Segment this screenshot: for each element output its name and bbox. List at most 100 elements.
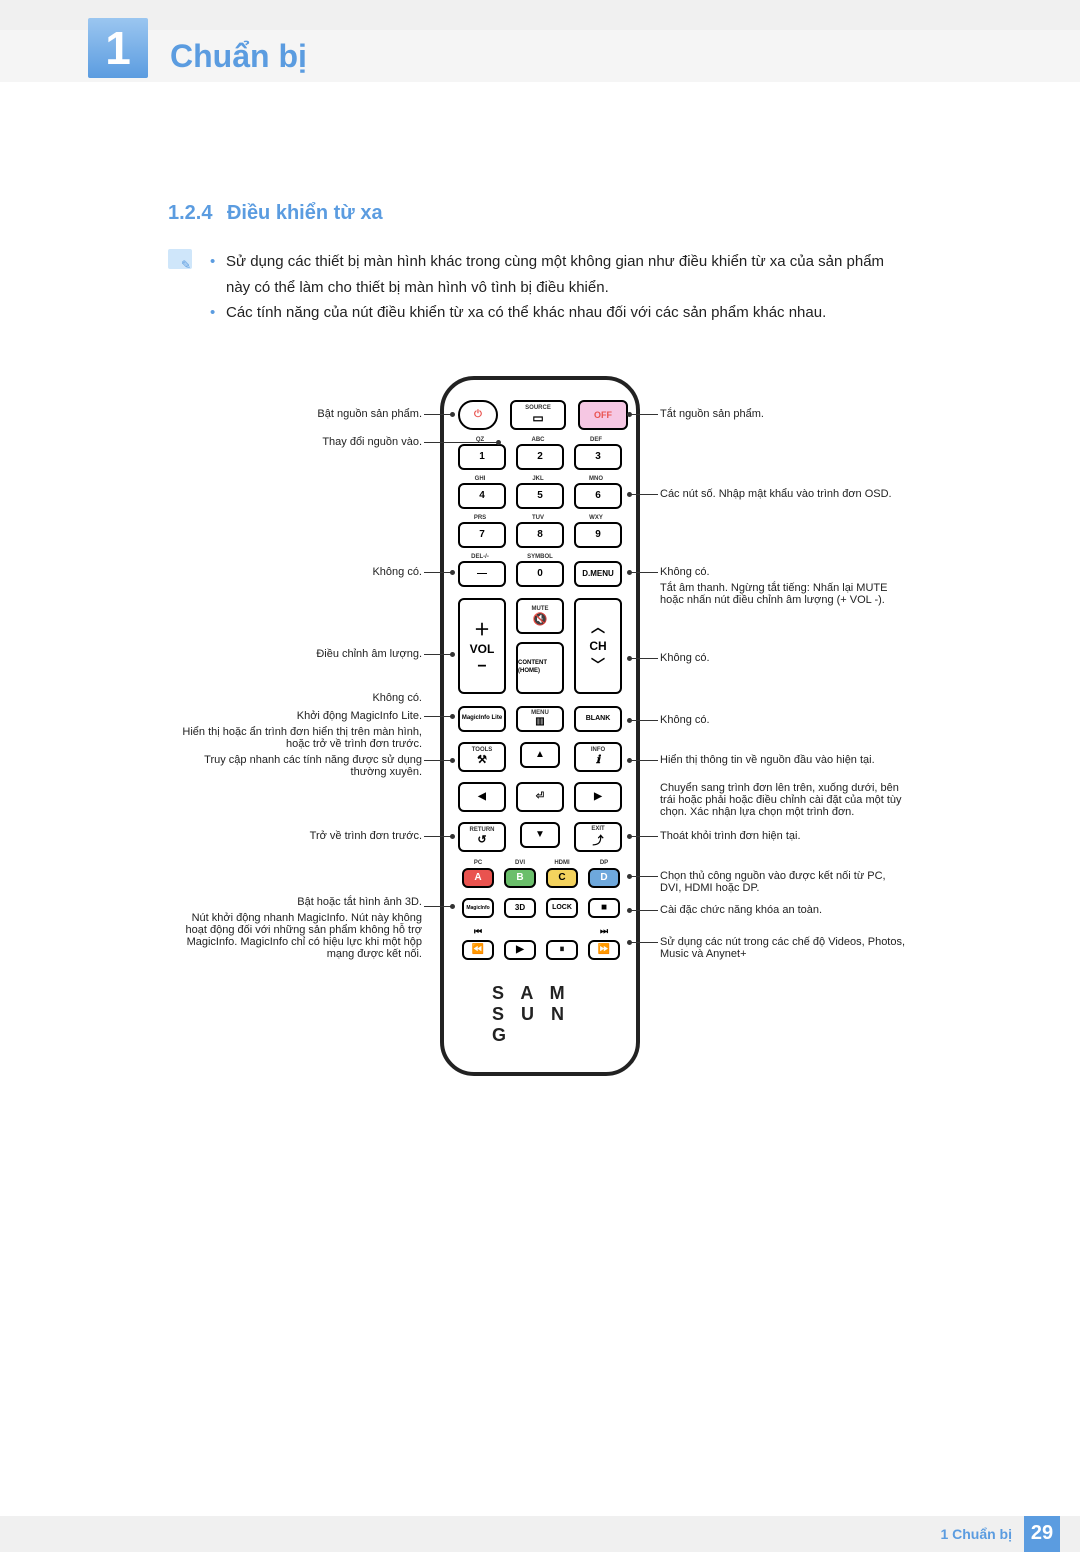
prev-icon: ⏮ xyxy=(462,928,494,936)
callout-right: Chuyển sang trình đơn lên trên, xuống dư… xyxy=(660,782,910,818)
ch-rocker: ︿ CH ﹀ xyxy=(574,598,622,694)
play-button: ▶ xyxy=(504,940,536,960)
vol-minus-icon: − xyxy=(477,658,486,676)
section-title: Điều khiển từ xa xyxy=(227,202,383,224)
remote-body: ⏻ SOURCE ▭ OFF QZ ABC DEF 1 2 3 GHI JKL … xyxy=(440,376,640,1076)
callout-right: Hiển thị thông tin về nguồn đầu vào hiện… xyxy=(660,754,910,766)
magicinfo-lite-button: MagicInfo Lite xyxy=(458,706,506,732)
num-9: 9 xyxy=(574,522,622,548)
num-8: 8 xyxy=(516,522,564,548)
rewind-button: ⏪ xyxy=(462,940,494,960)
num-7: 7 xyxy=(458,522,506,548)
menu-icon: ▥ xyxy=(535,716,544,727)
key-sub-label: JKL xyxy=(522,476,554,482)
off-button: OFF xyxy=(578,400,628,430)
key-sub-label: DEL-/- xyxy=(460,554,500,560)
note-list: Sử dụng các thiết bị màn hình khác trong… xyxy=(210,249,908,326)
info-icon: ℹ xyxy=(596,753,600,766)
footer-label: 1 Chuẩn bị xyxy=(940,1526,1012,1542)
threeD-button: 3D xyxy=(504,898,536,918)
header-bg xyxy=(0,30,1080,82)
tools-button: TOOLS ⚒ xyxy=(458,742,506,772)
ch-label: CH xyxy=(589,639,606,653)
remote-diagram: ⏻ SOURCE ▭ OFF QZ ABC DEF 1 2 3 GHI JKL … xyxy=(170,376,910,1096)
page-footer: 1 Chuẩn bị 29 xyxy=(0,1516,1080,1552)
magicinfo-button: MagicInfo xyxy=(462,898,494,918)
callout-left: Khởi động MagicInfo Lite. xyxy=(170,710,422,722)
num-0: 0 xyxy=(516,561,564,587)
nav-down: ▼ xyxy=(520,822,560,848)
return-button: RETURN ↺ xyxy=(458,822,506,852)
enter-button: ⏎ xyxy=(516,782,564,812)
callout-left: Truy cập nhanh các tính năng được sử dụn… xyxy=(170,754,422,778)
power-button: ⏻ xyxy=(458,400,498,430)
lock-button: LOCK xyxy=(546,898,578,918)
callout-right: Tắt nguồn sản phẩm. xyxy=(660,408,910,420)
num-4: 4 xyxy=(458,483,506,509)
abcd-sub-label: DP xyxy=(590,860,618,866)
return-icon: ↺ xyxy=(477,833,486,846)
color-A: A xyxy=(462,868,494,888)
mute-button: MUTE 🔇 xyxy=(516,598,564,634)
callout-right: Chọn thủ công nguồn vào được kết nối từ … xyxy=(660,870,910,894)
section-number: 1.2.4 xyxy=(168,202,212,224)
key-sub-label: MNO xyxy=(580,476,612,482)
ch-down-icon: ﹀ xyxy=(591,655,605,675)
num-6: 6 xyxy=(574,483,622,509)
brand-logo: S A M S U N G xyxy=(492,983,588,1046)
callout-left: Hiển thị hoặc ẩn trình đơn hiển thị trên… xyxy=(170,726,422,750)
exit-icon: ⤴ xyxy=(593,832,604,848)
pause-button: ⏸ xyxy=(546,940,578,960)
callout-left: Trở về trình đơn trước. xyxy=(170,830,422,842)
content-home-button: CONTENT (HOME) xyxy=(516,642,564,694)
key-sub-label: WXY xyxy=(580,515,612,521)
callout-left: Không có. xyxy=(170,692,422,704)
nav-left: ◀ xyxy=(458,782,506,812)
callout-right: Không có. xyxy=(660,652,910,664)
num-1: 1 xyxy=(458,444,506,470)
callout-left: Nút khởi động nhanh MagicInfo. Nút này k… xyxy=(170,912,422,960)
callout-left: Thay đổi nguồn vào. xyxy=(170,436,422,448)
num-2: 2 xyxy=(516,444,564,470)
footer-page-number: 29 xyxy=(1024,1516,1060,1552)
nav-up: ▲ xyxy=(520,742,560,768)
key-sub-label: PRS xyxy=(464,515,496,521)
blank-button: BLANK xyxy=(574,706,622,732)
mute-icon: 🔇 xyxy=(533,612,548,626)
callout-left: Điều chỉnh âm lượng. xyxy=(170,648,422,660)
vol-plus-icon: ＋ xyxy=(474,616,490,640)
callout-right: Không có. xyxy=(660,566,910,578)
pencil-note-icon xyxy=(168,249,192,269)
chapter-title: Chuẩn bị xyxy=(170,38,307,75)
callout-right: Cài đặc chức năng khóa an toàn. xyxy=(660,904,910,916)
num-3: 3 xyxy=(574,444,622,470)
next-icon: ⏭ xyxy=(588,928,620,936)
section-heading: 1.2.4 Điều khiển từ xa xyxy=(168,202,1080,225)
callout-right: Các nút số. Nhập mật khẩu vào trình đơn … xyxy=(660,488,910,500)
del-button: — xyxy=(458,561,506,587)
callout-left: Bật hoặc tắt hình ảnh 3D. xyxy=(170,896,422,908)
chapter-header: 1 Chuẩn bị xyxy=(0,0,1080,82)
callout-left: Không có. xyxy=(170,566,422,578)
callout-right: Không có. xyxy=(660,714,910,726)
key-sub-label: GHI xyxy=(464,476,496,482)
key-sub-label: DEF xyxy=(580,437,612,443)
chapter-number-badge: 1 xyxy=(88,18,148,78)
abcd-sub-label: PC xyxy=(464,860,492,866)
callout-right: Sử dụng các nút trong các chế độ Videos,… xyxy=(660,936,910,960)
source-icon: ▭ xyxy=(532,411,543,425)
callout-left: Bật nguồn sản phẩm. xyxy=(170,408,422,420)
key-sub-label: TUV xyxy=(522,515,554,521)
vol-label: VOL xyxy=(470,642,495,656)
abcd-sub-label: HDMI xyxy=(548,860,576,866)
menu-button: MENU ▥ xyxy=(516,706,564,732)
note-block: Sử dụng các thiết bị màn hình khác trong… xyxy=(168,249,908,326)
note-item: Sử dụng các thiết bị màn hình khác trong… xyxy=(210,249,908,300)
vol-rocker: ＋ VOL − xyxy=(458,598,506,694)
color-B: B xyxy=(504,868,536,888)
dmenu-button: D.MENU xyxy=(574,561,622,587)
color-C: C xyxy=(546,868,578,888)
num-5: 5 xyxy=(516,483,564,509)
note-item: Các tính năng của nút điều khiển từ xa c… xyxy=(210,300,908,326)
callout-right: Thoát khỏi trình đơn hiện tại. xyxy=(660,830,910,842)
